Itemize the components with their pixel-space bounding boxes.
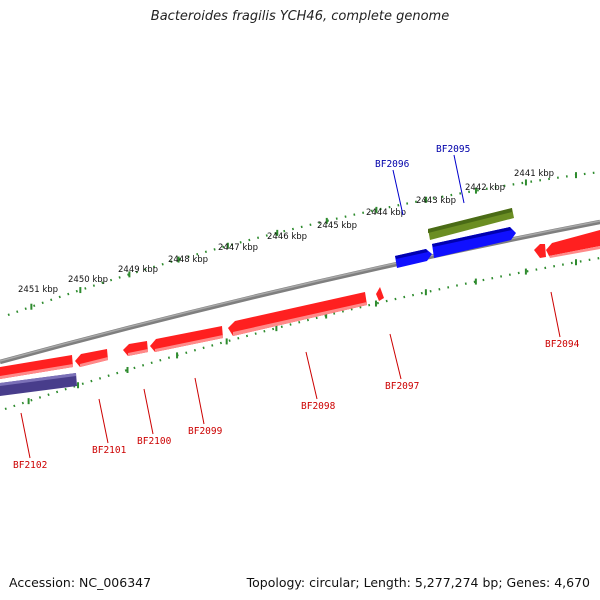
label-leader: [20, 412, 31, 459]
lower-major-ticks: [27, 259, 578, 405]
tick-label: 2444 kbp: [366, 208, 406, 218]
label-leader: [194, 377, 205, 425]
gene-BF2102-arrow[interactable]: [0, 355, 73, 379]
gene-label-BF2100[interactable]: BF2100: [137, 436, 172, 447]
label-leader: [550, 291, 561, 338]
upper-major-ticks: [30, 172, 578, 310]
tick-label: 2445 kbp: [317, 221, 357, 231]
gene-label-BF2098[interactable]: BF2098: [301, 401, 336, 412]
tick-label: 2446 kbp: [267, 232, 307, 242]
gene-BF2098-arrow[interactable]: [228, 292, 367, 336]
genome-backbone-highlight: [0, 220, 600, 362]
gene-BF2095-cds-arrow[interactable]: [432, 227, 516, 258]
gene-label-BF2094[interactable]: BF2094: [545, 339, 580, 350]
tick-label: 2447 kbp: [218, 243, 258, 253]
label-leader: [143, 388, 154, 435]
tick-label: 2449 kbp: [118, 265, 158, 275]
genome-summary-text: Topology: circular; Length: 5,277,274 bp…: [246, 575, 590, 590]
accession-text: Accession: NC_006347: [9, 575, 152, 590]
genome-backbone: [0, 219, 600, 365]
tick-label: 2443 kbp: [416, 196, 456, 206]
gene-label-BF2095[interactable]: BF2095: [436, 144, 470, 155]
label-leader: [305, 351, 318, 400]
tick-label: 2448 kbp: [168, 255, 208, 265]
label-leader: [389, 333, 402, 380]
gene-BF2100-arrow[interactable]: [123, 341, 148, 356]
gene-BF2094-arrow[interactable]: [534, 230, 600, 258]
gene-label-BF2102[interactable]: BF2102: [13, 460, 47, 471]
label-leader: [98, 398, 109, 444]
tick-labels: 2441 kbp 2442 kbp 2443 kbp 2444 kbp 2445…: [18, 169, 554, 295]
gene-BF2097-arrow[interactable]: [376, 287, 384, 301]
tick-label: 2442 kbp: [465, 183, 505, 193]
label-leader: [392, 169, 404, 216]
tick-label: 2450 kbp: [68, 275, 108, 285]
gene-BF2101-arrow[interactable]: [75, 349, 108, 367]
gene-label-BF2097[interactable]: BF2097: [385, 381, 419, 392]
tick-label: 2451 kbp: [18, 285, 58, 295]
gene-label-BF2096[interactable]: BF2096: [375, 159, 410, 170]
gene-BF2096-arrow[interactable]: [395, 249, 432, 268]
upper-scale-dots: [7, 170, 600, 317]
gene-BF2099-arrow[interactable]: [150, 326, 223, 352]
tick-label: 2441 kbp: [514, 169, 554, 179]
gene-BF2095-arrow[interactable]: [428, 208, 514, 240]
gene-BF2102-cds-arrow[interactable]: [0, 373, 77, 396]
gene-label-BF2101[interactable]: BF2101: [92, 445, 127, 456]
label-leader: [453, 154, 465, 204]
map-title: Bacteroides fragilis YCH46, complete gen…: [150, 9, 450, 24]
gene-label-BF2099[interactable]: BF2099: [188, 426, 223, 437]
